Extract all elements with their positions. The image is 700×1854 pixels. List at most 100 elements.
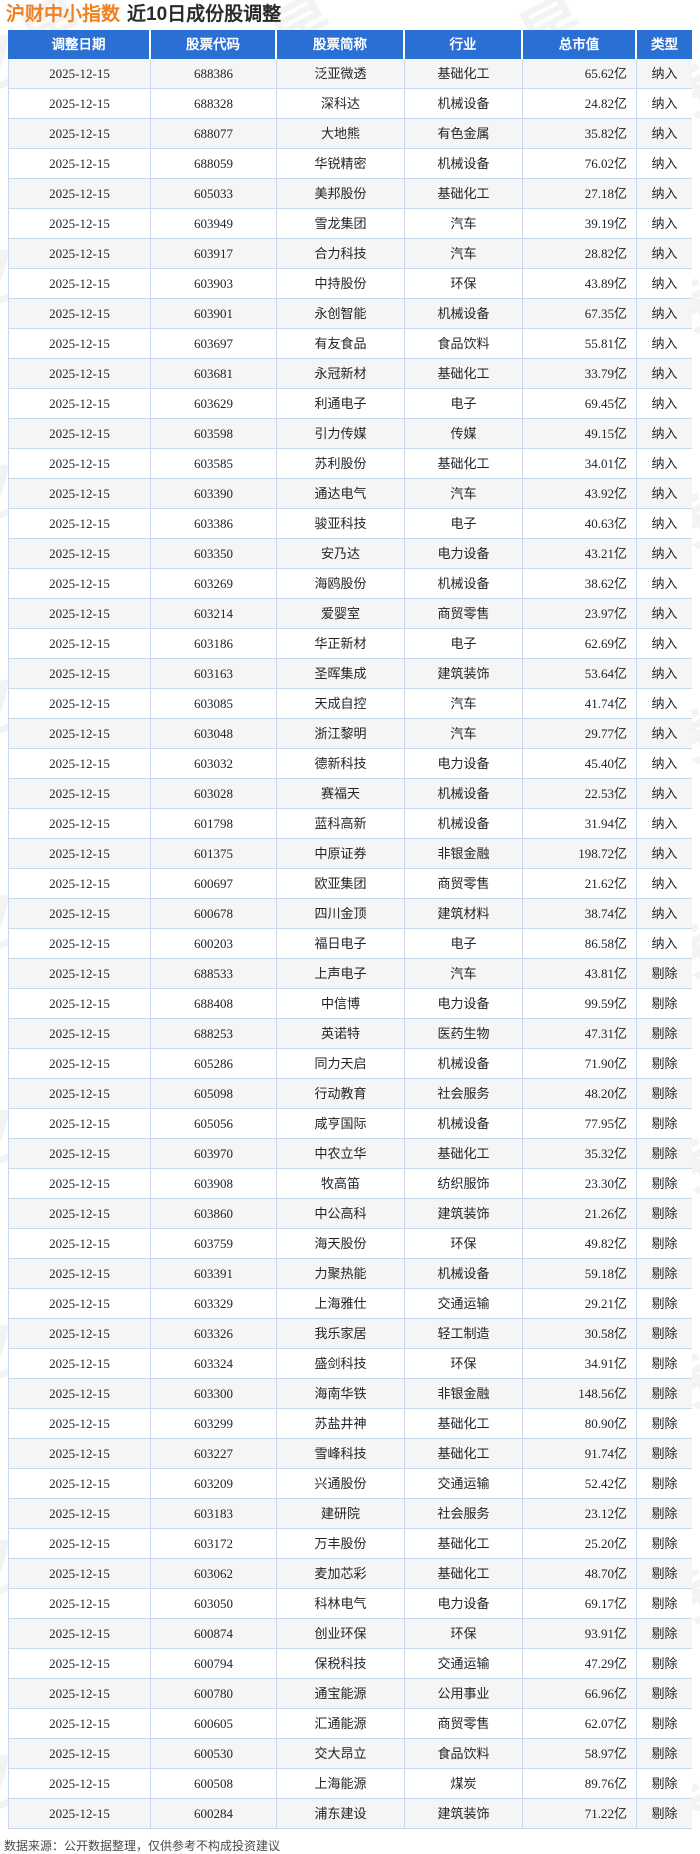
cell-stock-code: 603681: [151, 359, 277, 389]
cell-stock-name: 上海能源: [277, 1769, 405, 1799]
cell-market-cap: 69.45亿: [523, 389, 637, 419]
cell-stock-name: 中农立华: [277, 1139, 405, 1169]
table-row: 2025-12-15 603598 引力传媒 传媒 49.15亿 纳入: [8, 419, 692, 449]
cell-adjust-date: 2025-12-15: [8, 1289, 151, 1319]
cell-market-cap: 38.74亿: [523, 899, 637, 929]
cell-type: 剔除: [637, 1649, 692, 1679]
cell-stock-name: 蓝科高新: [277, 809, 405, 839]
cell-market-cap: 45.40亿: [523, 749, 637, 779]
cell-stock-name: 爱婴室: [277, 599, 405, 629]
table-row: 2025-12-15 603970 中农立华 基础化工 35.32亿 剔除: [8, 1139, 692, 1169]
table-row: 2025-12-15 603326 我乐家居 轻工制造 30.58亿 剔除: [8, 1319, 692, 1349]
cell-type: 剔除: [637, 1079, 692, 1109]
table-row: 2025-12-15 605286 同力天启 机械设备 71.90亿 剔除: [8, 1049, 692, 1079]
cell-market-cap: 48.20亿: [523, 1079, 637, 1109]
cell-stock-name: 赛福天: [277, 779, 405, 809]
cell-industry: 机械设备: [405, 779, 523, 809]
cell-adjust-date: 2025-12-15: [8, 1229, 151, 1259]
cell-stock-name: 华锐精密: [277, 149, 405, 179]
cell-industry: 食品饮料: [405, 329, 523, 359]
table-row: 2025-12-15 605033 美邦股份 基础化工 27.18亿 纳入: [8, 179, 692, 209]
table-row: 2025-12-15 600697 欧亚集团 商贸零售 21.62亿 纳入: [8, 869, 692, 899]
cell-stock-code: 603085: [151, 689, 277, 719]
cell-type: 剔除: [637, 1679, 692, 1709]
cell-type: 剔除: [637, 1529, 692, 1559]
cell-adjust-date: 2025-12-15: [8, 209, 151, 239]
cell-adjust-date: 2025-12-15: [8, 929, 151, 959]
page-title: 沪财中小指数 近10日成份股调整: [0, 0, 700, 30]
table-row: 2025-12-15 603386 骏亚科技 电子 40.63亿 纳入: [8, 509, 692, 539]
cell-stock-code: 603032: [151, 749, 277, 779]
cell-stock-name: 永创智能: [277, 299, 405, 329]
cell-adjust-date: 2025-12-15: [8, 869, 151, 899]
cell-stock-code: 603163: [151, 659, 277, 689]
cell-adjust-date: 2025-12-15: [8, 569, 151, 599]
cell-adjust-date: 2025-12-15: [8, 1019, 151, 1049]
cell-stock-name: 我乐家居: [277, 1319, 405, 1349]
cell-industry: 建筑材料: [405, 899, 523, 929]
table-row: 2025-12-15 600874 创业环保 环保 93.91亿 剔除: [8, 1619, 692, 1649]
cell-stock-name: 华正新材: [277, 629, 405, 659]
table-row: 2025-12-15 688386 泛亚微透 基础化工 65.62亿 纳入: [8, 59, 692, 89]
cell-type: 纳入: [637, 869, 692, 899]
cell-stock-name: 上声电子: [277, 959, 405, 989]
cell-market-cap: 31.94亿: [523, 809, 637, 839]
table-row: 2025-12-15 603903 中持股份 环保 43.89亿 纳入: [8, 269, 692, 299]
cell-type: 纳入: [637, 149, 692, 179]
cell-stock-code: 603386: [151, 509, 277, 539]
cell-market-cap: 49.15亿: [523, 419, 637, 449]
cell-type: 剔除: [637, 1589, 692, 1619]
cell-type: 纳入: [637, 119, 692, 149]
table-body: 2025-12-15 688386 泛亚微透 基础化工 65.62亿 纳入 2025-12-…: [8, 59, 692, 1829]
cell-market-cap: 28.82亿: [523, 239, 637, 269]
table-row: 2025-12-15 601375 中原证券 非银金融 198.72亿 纳入: [8, 839, 692, 869]
cell-market-cap: 55.81亿: [523, 329, 637, 359]
cell-type: 剔除: [637, 1559, 692, 1589]
cell-adjust-date: 2025-12-15: [8, 479, 151, 509]
cell-stock-name: 浦东建设: [277, 1799, 405, 1829]
cell-stock-code: 603970: [151, 1139, 277, 1169]
table-row: 2025-12-15 603324 盛剑科技 环保 34.91亿 剔除: [8, 1349, 692, 1379]
cell-stock-code: 603172: [151, 1529, 277, 1559]
table-row: 2025-12-15 688533 上声电子 汽车 43.81亿 剔除: [8, 959, 692, 989]
cell-type: 纳入: [637, 509, 692, 539]
cell-type: 纳入: [637, 629, 692, 659]
cell-stock-name: 福日电子: [277, 929, 405, 959]
cell-market-cap: 33.79亿: [523, 359, 637, 389]
cell-adjust-date: 2025-12-15: [8, 629, 151, 659]
cell-type: 剔除: [637, 1049, 692, 1079]
cell-market-cap: 77.95亿: [523, 1109, 637, 1139]
cell-industry: 公用事业: [405, 1679, 523, 1709]
cell-stock-code: 603585: [151, 449, 277, 479]
cell-market-cap: 148.56亿: [523, 1379, 637, 1409]
cell-market-cap: 48.70亿: [523, 1559, 637, 1589]
cell-industry: 汽车: [405, 959, 523, 989]
cell-market-cap: 62.07亿: [523, 1709, 637, 1739]
cell-stock-code: 688253: [151, 1019, 277, 1049]
cell-adjust-date: 2025-12-15: [8, 389, 151, 419]
cell-stock-code: 600780: [151, 1679, 277, 1709]
cell-market-cap: 93.91亿: [523, 1619, 637, 1649]
table-row: 2025-12-15 600530 交大昂立 食品饮料 58.97亿 剔除: [8, 1739, 692, 1769]
cell-type: 纳入: [637, 599, 692, 629]
cell-adjust-date: 2025-12-15: [8, 119, 151, 149]
cell-adjust-date: 2025-12-15: [8, 1439, 151, 1469]
table-row: 2025-12-15 688253 英诺特 医药生物 47.31亿 剔除: [8, 1019, 692, 1049]
cell-type: 纳入: [637, 329, 692, 359]
cell-industry: 电子: [405, 389, 523, 419]
cell-industry: 基础化工: [405, 449, 523, 479]
cell-industry: 基础化工: [405, 359, 523, 389]
cell-industry: 电力设备: [405, 749, 523, 779]
cell-market-cap: 80.90亿: [523, 1409, 637, 1439]
cell-market-cap: 21.26亿: [523, 1199, 637, 1229]
table-header-row: 调整日期 股票代码 股票简称 行业 总市值 类型: [8, 30, 692, 59]
cell-type: 剔除: [637, 1289, 692, 1319]
cell-adjust-date: 2025-12-15: [8, 179, 151, 209]
cell-adjust-date: 2025-12-15: [8, 1079, 151, 1109]
cell-industry: 医药生物: [405, 1019, 523, 1049]
cell-adjust-date: 2025-12-15: [8, 1529, 151, 1559]
cell-stock-name: 麦加芯彩: [277, 1559, 405, 1589]
cell-adjust-date: 2025-12-15: [8, 1649, 151, 1679]
table-row: 2025-12-15 600203 福日电子 电子 86.58亿 纳入: [8, 929, 692, 959]
cell-market-cap: 24.82亿: [523, 89, 637, 119]
